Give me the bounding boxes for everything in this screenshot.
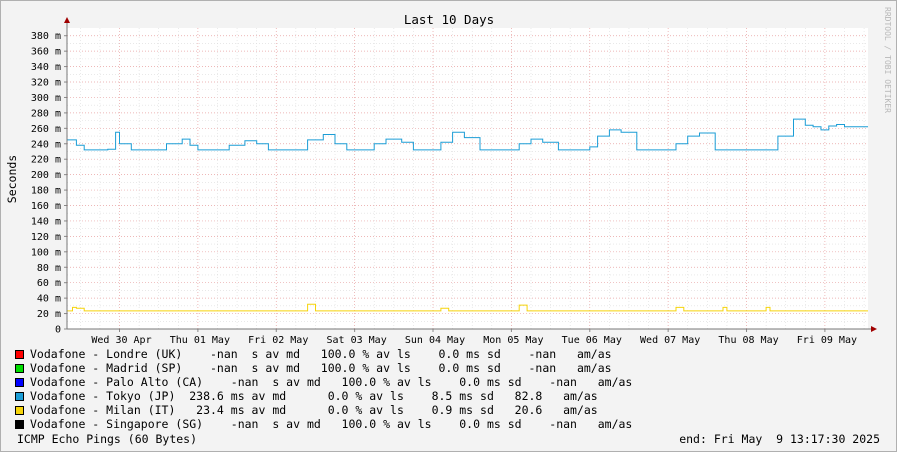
chart: 0 20 m 40 m 60 m 80 m 100 m 120 m 140 m 160 m 180… [5, 12, 877, 346]
y-tick-label: 340 m [31, 62, 61, 73]
y-tick-label: 0 [55, 325, 61, 336]
legend-swatch [15, 363, 24, 373]
y-tick-label: 280 m [31, 108, 61, 119]
y-axis-label: Seconds [5, 155, 19, 203]
legend-row: Vodafone - Tokyo (JP) 238.6 ms av md 0.0… [15, 389, 632, 403]
series-line-vodafone-tokyo-jp- [67, 118, 868, 151]
axes: 0 20 m 40 m 60 m 80 m 100 m 120 m 140 m 160 m 180… [31, 17, 877, 346]
y-tick-label: 60 m [37, 278, 61, 289]
legend-text: Vodafone - Londre (UK) -nan s av md 100.… [30, 347, 612, 361]
y-tick-label: 380 m [31, 31, 61, 42]
chart-title: Last 10 Days [404, 12, 494, 27]
legend-swatch [15, 405, 24, 415]
footer-description: ICMP Echo Pings (60 Bytes) [17, 432, 198, 446]
x-tick-label: Wed 30 Apr [91, 335, 151, 346]
x-tick-label: Tue 06 May [562, 335, 622, 346]
legend-text: Vodafone - Singapore (SG) -nan s av md 1… [30, 417, 633, 431]
y-tick-label: 200 m [31, 170, 61, 181]
legend-text: Vodafone - Milan (IT) 23.4 ms av md 0.0 … [30, 403, 598, 417]
y-tick-label: 160 m [31, 201, 61, 212]
y-tick-label: 220 m [31, 155, 61, 166]
legend-swatch [15, 419, 24, 429]
series-layer [67, 118, 868, 312]
legend-swatch [15, 391, 24, 401]
y-tick-label: 260 m [31, 124, 61, 135]
legend-row: Vodafone - Palo Alto (CA) -nan s av md 1… [15, 375, 632, 389]
watermark: RRDTOOL / TOBI OETIKER [883, 7, 892, 113]
y-tick-label: 120 m [31, 232, 61, 243]
x-tick-label: Sun 04 May [405, 335, 465, 346]
y-tick-label: 180 m [31, 186, 61, 197]
legend: Vodafone - Londre (UK) -nan s av md 100.… [15, 347, 632, 431]
legend-text: Vodafone - Madrid (SP) -nan s av md 100.… [30, 361, 612, 375]
y-axis-arrow [64, 17, 70, 23]
y-tick-label: 140 m [31, 216, 61, 227]
x-tick-label: Mon 05 May [483, 335, 543, 346]
x-tick-label: Sat 03 May [327, 335, 387, 346]
footer-end-time: end: Fri May 9 13:17:30 2025 [679, 432, 880, 446]
y-tick-label: 100 m [31, 247, 61, 258]
x-tick-label: Wed 07 May [640, 335, 700, 346]
y-tick-label: 40 m [37, 294, 61, 305]
x-axis-arrow [871, 326, 877, 332]
y-tick-label: 80 m [37, 263, 61, 274]
x-tick-label: Thu 01 May [170, 335, 230, 346]
legend-row: Vodafone - Singapore (SG) -nan s av md 1… [15, 417, 632, 431]
y-tick-label: 360 m [31, 47, 61, 58]
x-tick-label: Fri 09 May [797, 335, 857, 346]
y-tick-label: 300 m [31, 93, 61, 104]
legend-row: Vodafone - Madrid (SP) -nan s av md 100.… [15, 361, 632, 375]
x-tick-label: Thu 08 May [718, 335, 778, 346]
legend-row: Vodafone - Londre (UK) -nan s av md 100.… [15, 347, 632, 361]
legend-swatch [15, 349, 24, 359]
y-tick-label: 320 m [31, 78, 61, 89]
legend-swatch [15, 377, 24, 387]
grid [67, 28, 868, 329]
legend-row: Vodafone - Milan (IT) 23.4 ms av md 0.0 … [15, 403, 632, 417]
y-tick-label: 240 m [31, 139, 61, 150]
plot-area [67, 28, 868, 329]
x-tick-label: Fri 02 May [248, 335, 308, 346]
legend-text: Vodafone - Palo Alto (CA) -nan s av md 1… [30, 375, 633, 389]
series-line-vodafone-milan-it- [67, 303, 868, 312]
legend-text: Vodafone - Tokyo (JP) 238.6 ms av md 0.0… [30, 389, 598, 403]
y-tick-label: 20 m [37, 309, 61, 320]
